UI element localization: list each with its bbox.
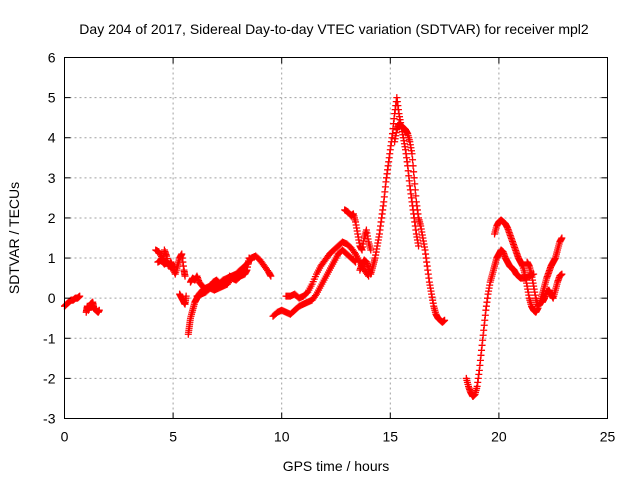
- y-tick-label: 0: [48, 290, 56, 306]
- data-point: [247, 256, 255, 264]
- data-point: [409, 162, 417, 170]
- y-tick-label: 4: [48, 130, 56, 146]
- series-seg3b: [154, 256, 178, 272]
- y-tick-label: 6: [48, 50, 56, 66]
- chart-title: Day 204 of 2017, Sidereal Day-to-day VTE…: [79, 21, 589, 37]
- data-point: [164, 258, 172, 266]
- y-axis-label: SDTVAR / TECUs: [6, 182, 22, 294]
- data-point: [412, 192, 420, 200]
- data-point: [410, 174, 418, 182]
- x-tick-label: 25: [600, 429, 616, 445]
- data-points: [61, 94, 566, 400]
- data-point: [350, 257, 358, 265]
- data-point: [181, 272, 189, 280]
- axis-ticks: 0 5 10 15 20 25 -3 -2 -1 0 1 2 3 4 5 6: [43, 50, 615, 445]
- series-seg4: [176, 290, 190, 308]
- data-point: [170, 262, 178, 270]
- series-seg16: [538, 270, 566, 306]
- x-tick-label: 5: [169, 429, 177, 445]
- series-seg2: [82, 298, 103, 316]
- x-tick-label: 20: [491, 429, 507, 445]
- y-tick-label: 2: [48, 210, 56, 226]
- data-point: [558, 234, 566, 242]
- data-point: [367, 246, 375, 254]
- series-seg7: [193, 254, 255, 300]
- series-seg8: [269, 246, 360, 320]
- series-seg12: [391, 120, 449, 326]
- y-tick-label: 5: [48, 90, 56, 106]
- data-point: [155, 248, 163, 256]
- data-point: [415, 242, 423, 250]
- data-point: [411, 180, 419, 188]
- x-axis-label: GPS time / hours: [283, 458, 390, 474]
- y-tick-label: -2: [43, 370, 56, 386]
- y-tick-label: -1: [43, 330, 56, 346]
- data-point: [267, 272, 275, 280]
- x-tick-label: 0: [61, 429, 69, 445]
- data-point: [408, 150, 416, 158]
- x-tick-label: 15: [383, 429, 399, 445]
- data-point: [558, 270, 566, 278]
- data-point: [95, 306, 103, 314]
- data-point: [182, 292, 190, 300]
- y-tick-label: 1: [48, 250, 56, 266]
- data-point: [409, 156, 417, 164]
- y-tick-label: 3: [48, 170, 56, 186]
- data-point: [410, 168, 418, 176]
- data-point: [350, 249, 358, 257]
- plot-frame: [64, 57, 608, 419]
- series-seg9: [282, 238, 373, 302]
- series-seg10: [341, 206, 375, 254]
- data-point: [311, 292, 319, 300]
- data-point: [76, 292, 84, 300]
- y-tick-label: -3: [43, 411, 56, 427]
- data-point: [411, 186, 419, 194]
- x-tick-label: 10: [274, 429, 290, 445]
- data-point: [164, 260, 172, 268]
- data-point: [441, 316, 449, 324]
